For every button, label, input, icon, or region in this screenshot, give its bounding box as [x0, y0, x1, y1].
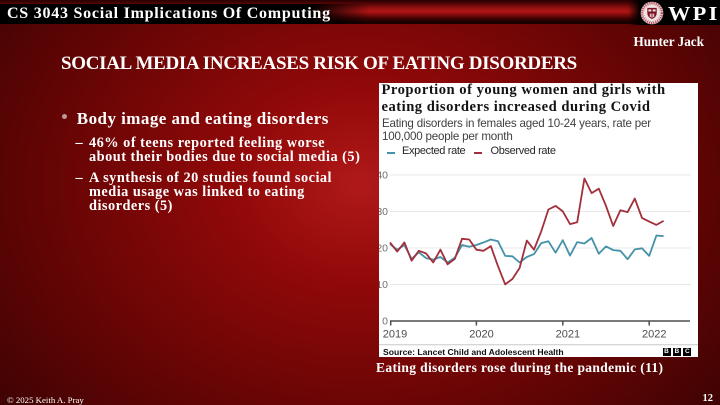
- svg-text:30: 30: [379, 206, 388, 218]
- svg-text:2019: 2019: [383, 329, 407, 341]
- svg-text:0: 0: [382, 316, 388, 328]
- svg-text:2021: 2021: [556, 329, 580, 341]
- svg-text:2022: 2022: [642, 329, 666, 341]
- svg-text:20: 20: [379, 243, 388, 255]
- svg-text:10: 10: [379, 279, 388, 291]
- svg-text:2020: 2020: [469, 329, 493, 341]
- svg-text:40: 40: [379, 170, 388, 182]
